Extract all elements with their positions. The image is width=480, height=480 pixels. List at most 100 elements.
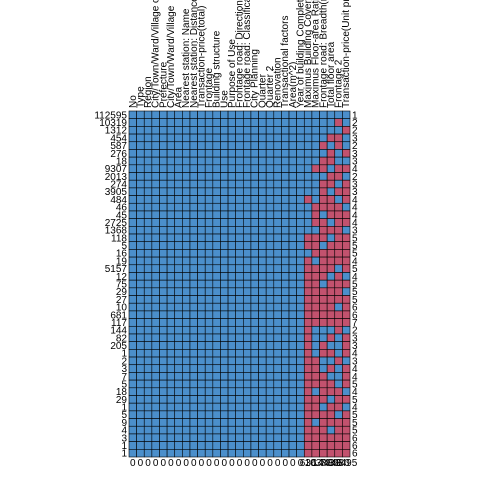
heatmap-cell (258, 133, 267, 143)
heatmap-cell (296, 425, 305, 435)
heatmap-cell (174, 418, 183, 427)
heatmap-cell (227, 149, 236, 158)
heatmap-cell (159, 372, 168, 381)
heatmap-cell (182, 218, 191, 227)
heatmap-cell (326, 249, 336, 258)
heatmap-cell (143, 233, 153, 243)
heatmap-cell (151, 333, 160, 342)
heatmap-cell (189, 402, 198, 412)
heatmap-cell (288, 379, 297, 389)
heatmap-cell (281, 433, 290, 442)
heatmap-cell (220, 272, 229, 281)
heatmap-cell (220, 433, 229, 442)
heatmap-cell (212, 164, 221, 173)
heatmap-cell (189, 264, 198, 273)
heatmap-cell (204, 187, 214, 196)
heatmap-cell (281, 325, 290, 335)
heatmap-cell (319, 287, 328, 296)
heatmap-cell (151, 249, 160, 258)
heatmap-cell (326, 402, 336, 412)
heatmap-cell (334, 172, 343, 181)
heatmap-cell (288, 395, 297, 404)
heatmap-cell (136, 118, 145, 127)
heatmap-cell (128, 156, 137, 166)
heatmap-cell (182, 356, 191, 366)
heatmap-cell (136, 387, 145, 396)
heatmap-cell (250, 272, 259, 281)
heatmap-cell (288, 302, 297, 312)
heatmap-cell (212, 402, 221, 412)
heatmap-cell (334, 395, 343, 404)
heatmap-cell (220, 233, 229, 243)
heatmap-cell (143, 325, 153, 335)
heatmap-cell (159, 195, 168, 204)
heatmap-cell (204, 226, 214, 235)
column-label: Quarter 2 (265, 65, 276, 108)
heatmap-cell (136, 241, 145, 250)
heatmap-cell (281, 172, 290, 181)
heatmap-cell (258, 164, 267, 173)
heatmap-cell (303, 226, 313, 235)
heatmap-cell (243, 249, 252, 258)
column-missing-total: 0 (260, 458, 266, 469)
heatmap-cell (281, 249, 290, 258)
heatmap-cell (303, 156, 313, 166)
heatmap-cell (288, 310, 297, 319)
heatmap-cell (296, 133, 305, 143)
heatmap-cell (227, 287, 236, 296)
heatmap-cell (136, 302, 145, 312)
heatmap-cell (319, 318, 328, 327)
row-missing-count-label: 4 (352, 272, 358, 283)
heatmap-cell (227, 356, 236, 366)
heatmap-cell (250, 110, 259, 119)
heatmap-cell (166, 418, 176, 427)
heatmap-cell (182, 433, 191, 442)
heatmap-cell (159, 141, 168, 150)
heatmap-cell (182, 302, 191, 312)
heatmap-cell (265, 149, 275, 158)
heatmap-cell (319, 449, 328, 458)
heatmap-cell (288, 241, 297, 250)
heatmap-cell (273, 302, 282, 312)
heatmap-cell (159, 449, 168, 458)
heatmap-cell (235, 325, 244, 335)
heatmap-cell (136, 233, 145, 243)
heatmap-cell (212, 187, 221, 196)
heatmap-cell (296, 395, 305, 404)
heatmap-cell (273, 356, 282, 366)
heatmap-cell (227, 310, 236, 319)
heatmap-cell (212, 279, 221, 289)
heatmap-cell (235, 195, 244, 204)
heatmap-cell (204, 195, 214, 204)
heatmap-cell (143, 449, 153, 458)
heatmap-cell (189, 118, 198, 127)
heatmap-cell (273, 372, 282, 381)
heatmap-cell (204, 433, 214, 442)
heatmap-cell (235, 179, 244, 189)
heatmap-cell (235, 410, 244, 419)
heatmap-cell (159, 410, 168, 419)
row-missing-count-label: 3 (352, 149, 358, 160)
heatmap-cell (166, 302, 176, 312)
row-missing-count-label: 3 (352, 156, 358, 167)
column-missing-total: 0 (221, 458, 227, 469)
row-frequency-label: 5157 (105, 264, 128, 275)
heatmap-cell (243, 256, 252, 266)
heatmap-cell (288, 179, 297, 189)
heatmap-cell (326, 179, 336, 189)
heatmap-cell (151, 118, 160, 127)
heatmap-cell (258, 349, 267, 358)
heatmap-cell (174, 310, 183, 319)
heatmap-cell (334, 218, 343, 227)
heatmap-cell (227, 172, 236, 181)
heatmap-cell (311, 264, 320, 273)
row-frequency-label: 274 (110, 180, 127, 191)
heatmap-cell (311, 433, 320, 442)
heatmap-cell (311, 149, 320, 158)
heatmap-cell (258, 372, 267, 381)
heatmap-cell (250, 333, 259, 342)
heatmap-cell (243, 133, 252, 143)
heatmap-cell (197, 218, 206, 227)
heatmap-cell (151, 418, 160, 427)
heatmap-cell (166, 172, 176, 181)
